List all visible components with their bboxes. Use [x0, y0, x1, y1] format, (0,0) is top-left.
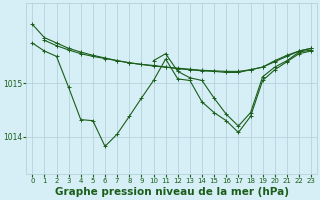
X-axis label: Graphe pression niveau de la mer (hPa): Graphe pression niveau de la mer (hPa)	[55, 187, 289, 197]
